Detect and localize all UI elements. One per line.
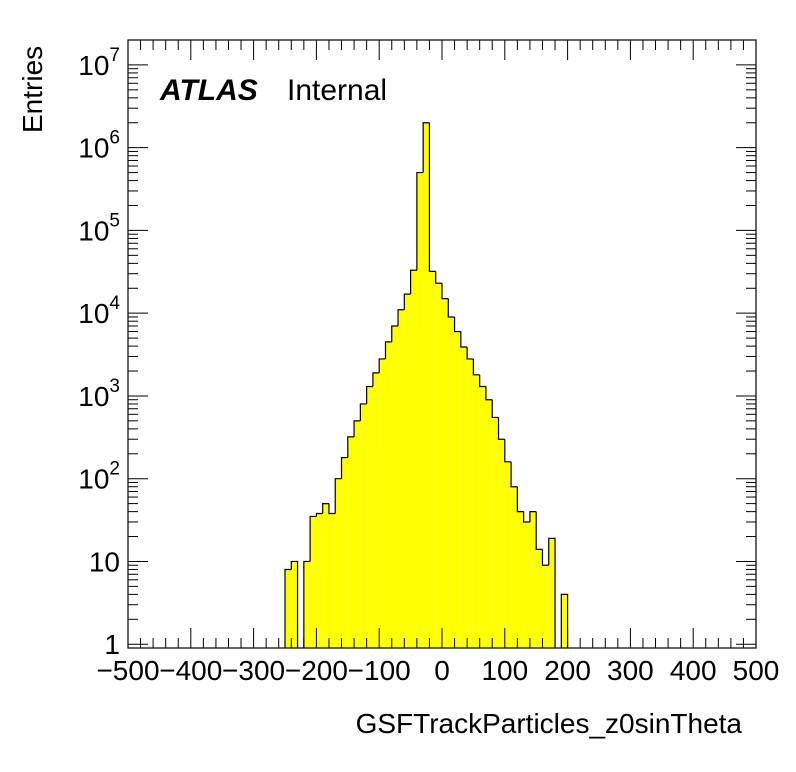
histogram-bin — [492, 417, 499, 648]
histogram-bin — [410, 270, 417, 648]
histogram-bin — [416, 172, 424, 648]
internal-label: Internal — [287, 74, 387, 107]
histogram-bin — [429, 271, 436, 648]
histogram-bin — [473, 374, 480, 648]
y-axis-ticks — [128, 39, 756, 645]
y-tick-label: 104 — [78, 293, 120, 329]
histogram-bin — [517, 511, 524, 648]
histogram-bin — [322, 503, 329, 648]
histogram-bin — [310, 516, 317, 648]
x-tick-label: 500 — [733, 655, 780, 686]
y-tick-label: 105 — [78, 210, 120, 246]
x-axis-tick-labels: −500 −400 −300 −200 −100 0 100 200 300 400 500 — [96, 655, 779, 686]
histogram-bin — [448, 316, 455, 648]
x-tick-label: −100 — [348, 655, 411, 686]
x-tick-label: −400 — [159, 655, 222, 686]
y-axis-tick-labels: 1 10 102 103 104 105 106 107 — [78, 45, 120, 660]
histogram-bin — [442, 298, 449, 648]
histogram-bin — [335, 478, 342, 648]
histogram-bin — [404, 294, 411, 648]
histogram-bin — [485, 399, 493, 648]
histogram-bars — [285, 122, 568, 648]
atlas-label: ATLAS — [159, 74, 258, 107]
histogram-bin — [529, 511, 537, 648]
histogram-bin — [379, 358, 386, 648]
x-axis-ticks — [127, 40, 757, 648]
x-tick-label: −200 — [285, 655, 348, 686]
histogram-bin — [303, 561, 311, 648]
histogram-bin — [398, 309, 405, 648]
histogram-outline — [284, 122, 569, 648]
histogram-bin — [423, 122, 430, 648]
histogram-bin — [385, 341, 392, 648]
histogram-bin — [285, 569, 292, 648]
histogram-bin — [561, 594, 568, 648]
histogram-bin — [435, 283, 442, 648]
histogram-bin — [328, 513, 336, 648]
x-tick-label: −500 — [96, 655, 159, 686]
histogram-bin — [479, 386, 486, 648]
histogram-bin — [341, 457, 348, 648]
histogram-bin — [498, 439, 505, 648]
histogram-bin — [347, 436, 355, 648]
histogram-bin — [467, 358, 474, 648]
x-tick-label: 400 — [670, 655, 717, 686]
histogram-bin — [454, 331, 461, 648]
histogram-bin — [548, 538, 556, 648]
histogram-bin — [366, 386, 373, 648]
histogram-bin — [360, 403, 367, 648]
y-tick-label: 102 — [78, 459, 120, 495]
histogram-bin — [460, 347, 468, 648]
x-axis-title: GSFTrackParticles_z0sinTheta — [356, 708, 743, 739]
x-tick-label: 100 — [481, 655, 528, 686]
histogram-bin — [511, 486, 518, 648]
histogram-bin — [536, 549, 543, 648]
histogram-bin — [504, 461, 512, 648]
x-tick-label: 300 — [607, 655, 654, 686]
y-tick-label: 1 — [104, 629, 120, 660]
histogram-bin — [372, 372, 380, 648]
histogram-bin — [391, 326, 399, 648]
y-tick-label: 10 — [89, 546, 120, 577]
histogram-bin — [523, 521, 530, 648]
histogram-bin — [316, 513, 323, 648]
y-tick-label: 106 — [78, 128, 120, 164]
y-tick-label: 107 — [78, 45, 120, 81]
y-axis-title: Entries — [17, 46, 48, 133]
x-tick-label: 200 — [544, 655, 591, 686]
x-tick-label: 0 — [434, 655, 450, 686]
x-tick-label: −300 — [222, 655, 285, 686]
histogram-bin — [542, 565, 549, 648]
histogram-bin — [354, 420, 361, 648]
histogram-bin — [291, 561, 298, 648]
y-tick-label: 103 — [78, 376, 120, 412]
